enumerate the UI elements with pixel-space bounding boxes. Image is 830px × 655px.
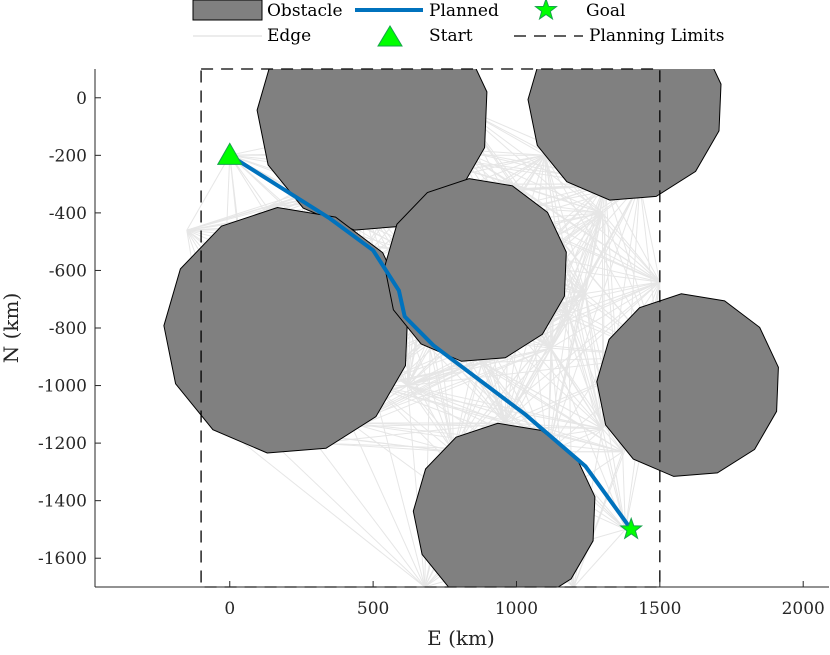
goal-marker: [619, 516, 644, 540]
x-tick-label: 1000: [495, 599, 538, 619]
x-tick-label: 0: [224, 599, 235, 619]
edge-line: [186, 155, 231, 231]
edge-line: [481, 362, 623, 453]
edge-line: [550, 347, 603, 429]
edge-line: [567, 212, 603, 314]
y-axis-label: N (km): [0, 293, 23, 364]
edge-line: [550, 212, 603, 349]
edge-line: [407, 385, 506, 424]
obstacle-6: [412, 422, 596, 587]
edge-line: [372, 385, 426, 587]
edge-line: [481, 347, 552, 363]
edge-line: [186, 206, 268, 231]
legend-start-triangle-icon: [377, 25, 403, 47]
y-tick-label: -400: [49, 204, 87, 224]
edge-line: [453, 281, 661, 453]
ticks-layer: 0 500 1000 1500 2000 0 -200 -400 -600 -800 -1000 -1…: [38, 89, 825, 619]
edge-line: [430, 333, 454, 452]
edge-line: [315, 422, 506, 444]
y-tick-label: -800: [49, 319, 87, 339]
edge-line: [217, 422, 426, 587]
edge-line: [407, 385, 603, 430]
edge-line: [349, 422, 426, 587]
edge-line: [258, 428, 426, 587]
edge-line: [458, 149, 603, 214]
edge-line: [504, 281, 661, 424]
edge-line: [373, 385, 603, 430]
y-tick-label: -1000: [38, 377, 87, 397]
edge-line: [513, 183, 603, 214]
legend-start-label: Start: [429, 26, 473, 46]
edge-line: [550, 347, 624, 452]
edge-line: [458, 106, 661, 283]
y-tick-label: -1600: [38, 549, 87, 569]
edge-line: [315, 442, 454, 453]
edge-line: [567, 281, 660, 315]
legend-planned-label: Planned: [429, 1, 499, 21]
legend-goal-label: Goal: [586, 1, 625, 21]
legend-goal-star-icon: [534, 0, 558, 21]
edge-line: [556, 212, 603, 237]
edge-line: [372, 385, 506, 424]
obstacle-5: [596, 293, 779, 477]
y-tick-label: -200: [49, 146, 87, 166]
x-tick-label: 1500: [638, 599, 681, 619]
edge-line: [315, 442, 426, 587]
edge-line: [602, 212, 661, 283]
edge-line: [584, 293, 603, 429]
edge-line: [602, 428, 623, 453]
y-tick-label: -1200: [38, 434, 87, 454]
edge-line: [547, 313, 569, 452]
obstacles-layer: [163, 69, 779, 587]
legend-edge-label: Edge: [267, 26, 311, 46]
edge-line: [550, 347, 626, 530]
legend-obstacle-label: Obstacle: [267, 1, 343, 21]
edge-line: [585, 281, 660, 294]
edge-line: [407, 347, 552, 387]
planned-path-line: [228, 153, 633, 531]
edge-line: [622, 451, 626, 530]
obstacle-4: [384, 178, 567, 362]
edge-line: [573, 529, 626, 587]
markers-layer: [216, 142, 644, 540]
start-marker: [216, 142, 243, 165]
obstacle-2: [527, 69, 722, 201]
y-tick-label: 0: [76, 89, 87, 109]
x-axis-label: E (km): [427, 626, 495, 650]
edge-line: [639, 183, 661, 283]
edge-line: [547, 212, 603, 452]
edge-line: [350, 422, 454, 453]
edge-line: [567, 313, 603, 429]
edge-line: [407, 385, 454, 452]
x-tick-label: 2000: [782, 599, 825, 619]
legend: Obstacle Planned Goal Edge Start Plannin…: [192, 0, 724, 47]
edge-line: [504, 212, 603, 424]
y-tick-label: -600: [49, 261, 87, 281]
planned-path-layer: [228, 153, 633, 531]
legend-limits-label: Planning Limits: [589, 26, 724, 46]
edge-line: [556, 235, 661, 283]
edge-line: [550, 281, 661, 349]
x-tick-label: 500: [357, 599, 389, 619]
edge-line: [513, 154, 546, 185]
y-tick-label: -1400: [38, 492, 87, 512]
legend-obstacle-swatch: [192, 0, 263, 21]
